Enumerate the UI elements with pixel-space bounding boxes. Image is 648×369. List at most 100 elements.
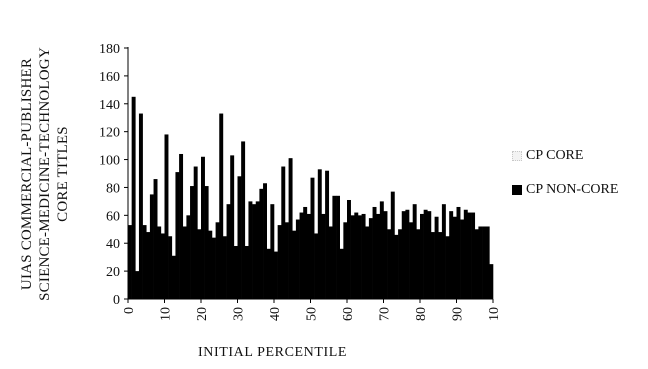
x-tick-label: 40 <box>268 307 283 321</box>
non-core-bar <box>460 219 465 299</box>
non-core-bar <box>467 212 472 299</box>
non-core-bar <box>252 204 257 299</box>
non-core-bar <box>445 236 450 299</box>
non-core-bar <box>463 209 468 299</box>
non-core-bar <box>175 172 180 299</box>
non-core-bar <box>339 248 344 299</box>
y-tick-labels: 0 20 40 60 80 100 120 140 160 180 <box>99 42 120 308</box>
non-core-bar <box>142 225 147 299</box>
x-axis-title: INITIAL PERCENTILE <box>198 345 348 360</box>
non-core-bar <box>306 213 311 299</box>
non-core-bar <box>420 213 424 299</box>
non-core-bar <box>398 229 403 299</box>
non-core-bar <box>295 219 300 299</box>
non-core-bar <box>365 226 370 299</box>
non-core-bar <box>219 113 224 300</box>
y-axis-title: UIAS COMMERCIAL-PUBLISHER SCIENCE-MEDICI… <box>18 47 72 301</box>
non-core-bar <box>449 211 454 299</box>
non-core-bar <box>157 226 162 299</box>
non-core-bar <box>230 155 235 299</box>
non-core-bar <box>452 216 457 299</box>
y-tick-label: 100 <box>99 154 120 169</box>
non-core-bar <box>211 237 216 299</box>
non-core-bar <box>149 194 154 299</box>
non-core-bar <box>310 177 315 299</box>
y-axis-title-line-1: UIAS COMMERCIAL-PUBLISHER <box>19 57 35 291</box>
x-tick-label: 80 <box>414 307 429 321</box>
non-core-bar <box>204 186 209 299</box>
y-axis-title-line-2: SCIENCE-MEDICINE-TECHNOLOGY <box>37 47 53 301</box>
non-core-bar <box>182 226 187 299</box>
non-core-bar <box>379 201 384 299</box>
non-core-bar <box>387 229 392 299</box>
non-core-bar <box>255 201 260 299</box>
non-core-bar <box>222 236 227 299</box>
non-core-bar <box>135 271 140 299</box>
non-core-bar <box>259 188 264 299</box>
non-core-bar <box>317 169 322 299</box>
non-core-bar <box>131 96 136 299</box>
non-core-bar <box>277 225 282 299</box>
non-core-bar <box>288 158 293 299</box>
non-core-bar <box>474 229 479 299</box>
non-core-bar <box>190 186 194 299</box>
x-tick-label: 70 <box>378 307 393 321</box>
non-core-bar <box>284 222 289 299</box>
y-tick-label: 120 <box>99 126 120 141</box>
y-tick-label: 60 <box>106 209 120 224</box>
non-core-bar <box>186 215 191 299</box>
y-tick-label: 40 <box>106 237 120 252</box>
non-core-bar <box>270 204 275 299</box>
non-core-bar <box>343 222 348 299</box>
non-core-bar <box>482 226 486 299</box>
non-core-bar <box>233 246 238 299</box>
non-core-bar <box>361 213 366 299</box>
non-core-bar <box>434 216 439 299</box>
non-core-bar <box>401 211 406 299</box>
non-core-bar <box>274 251 278 299</box>
non-core-bar <box>412 204 417 299</box>
x-tick-label: 20 <box>195 307 210 321</box>
x-tick-label: 60 <box>341 307 356 321</box>
non-core-bar <box>489 264 494 299</box>
non-core-bar <box>321 213 326 299</box>
non-core-bar <box>405 209 410 299</box>
non-core-bar <box>303 206 308 299</box>
non-core-bar <box>357 215 362 299</box>
non-core-bar <box>244 246 249 299</box>
non-core-bar <box>441 204 446 299</box>
non-core-bar <box>193 166 198 299</box>
non-core-bar <box>164 134 169 299</box>
non-core-bar <box>328 226 333 299</box>
non-core-series <box>128 96 494 300</box>
non-core-bar <box>383 211 388 299</box>
y-tick-label: 80 <box>106 181 120 196</box>
non-core-bar <box>146 232 151 299</box>
non-core-bar <box>347 199 351 299</box>
non-core-bar <box>314 233 319 299</box>
non-core-bar <box>153 179 158 299</box>
non-core-bar <box>292 230 297 299</box>
non-core-bar <box>241 141 246 299</box>
non-core-bar <box>354 212 359 299</box>
y-axis-title-line-3: CORE TITLES <box>55 126 71 222</box>
non-core-bar <box>160 233 165 299</box>
axes <box>124 47 494 303</box>
non-core-bar <box>368 218 373 299</box>
non-core-bar <box>168 236 173 299</box>
legend-item-core: CP CORE <box>512 146 618 166</box>
non-core-bar <box>471 212 476 299</box>
non-core-bar <box>350 215 355 299</box>
non-core-bar <box>325 170 330 299</box>
y-tick-label: 180 <box>99 42 120 57</box>
non-core-bar <box>427 211 432 299</box>
non-core-bar <box>409 222 413 299</box>
y-axis-title-container: UIAS COMMERCIAL-PUBLISHER SCIENCE-MEDICI… <box>0 0 90 369</box>
x-tick-labels: 0 10 20 30 40 50 60 70 80 90 10 <box>122 307 502 321</box>
y-tick-label: 160 <box>99 70 120 85</box>
non-core-bar <box>197 229 202 299</box>
legend-item-noncore: CP NON-CORE <box>512 180 618 200</box>
non-core-bar <box>416 229 421 299</box>
non-core-bar <box>390 191 395 299</box>
